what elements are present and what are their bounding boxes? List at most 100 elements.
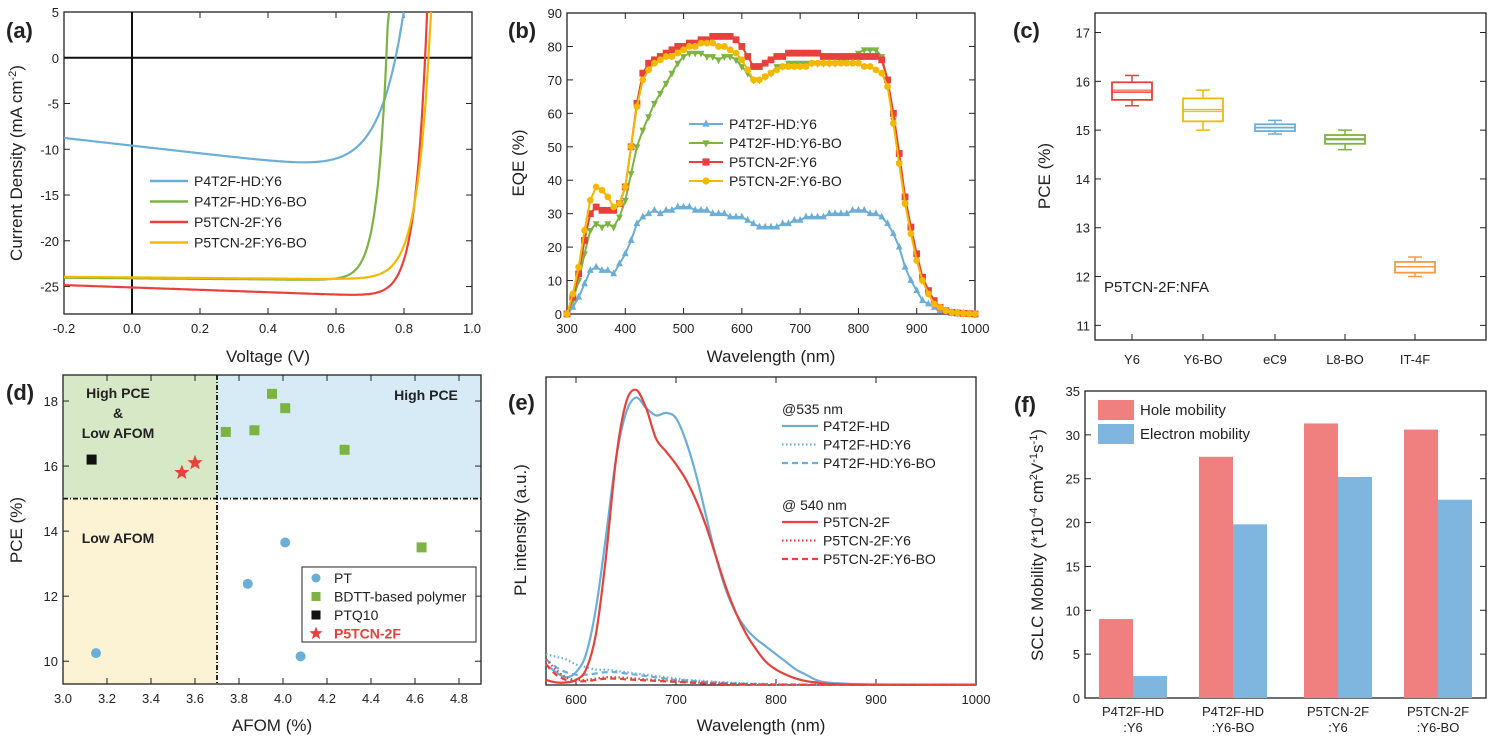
b-point-2-52 bbox=[866, 53, 874, 60]
b-point-0-6 bbox=[598, 266, 606, 273]
f-legend-swatch-0 bbox=[1098, 400, 1134, 420]
b-point-0-59 bbox=[907, 276, 915, 283]
d-xtick-label-6: 4.2 bbox=[318, 691, 336, 706]
panel-a-jv-curves: (a) -0.2 0.0 0.2 0.4 0.6 0.8 1.050-5-10-15-20-… bbox=[6, 5, 481, 366]
a-ytick-label-1: 0 bbox=[52, 51, 59, 66]
b-point-0-48 bbox=[843, 209, 851, 217]
b-point-2-46 bbox=[831, 53, 839, 60]
b-point-3-18 bbox=[668, 53, 676, 60]
b-point-0-30 bbox=[738, 212, 746, 220]
panel-d-zone-label-top-right: High PCE bbox=[394, 387, 458, 403]
a-xtick-label-0: -0.2 bbox=[53, 321, 75, 336]
panel-d-zone-label-high-pce: High PCE bbox=[86, 385, 150, 401]
panel-d-zone-label-low-afom: Low AFOM bbox=[82, 425, 155, 441]
d-point-3-1 bbox=[187, 454, 203, 470]
panel-a-ticks: -0.2 0.0 0.2 0.4 0.6 0.8 1.0 5 0 -5 -10 -15 -20 -25 bbox=[40, 5, 481, 336]
e-legend-header-1: @ 540 nm bbox=[782, 497, 847, 513]
f-xtick-label-line2-1: :Y6-BO bbox=[1212, 720, 1255, 735]
b-point-3-70 bbox=[971, 310, 979, 318]
panel-f-y-axis-label: SCLC Mobility (*10-4 cm2V-1s-1) bbox=[1028, 429, 1047, 661]
b-point-3-41 bbox=[802, 63, 810, 70]
b-point-3-50 bbox=[855, 59, 862, 67]
b-point-0-4 bbox=[586, 266, 594, 273]
b-ytick-label-4: 40 bbox=[548, 173, 562, 188]
b-point-3-3 bbox=[581, 226, 588, 234]
b-point-3-8 bbox=[610, 203, 618, 211]
b-point-3-12 bbox=[633, 103, 641, 111]
panel-d-ticks: 3.0 3.2 3.4 3.6 3.8 4.0 4.2 4.4 4.6 4.8 10 12 14 16 18 bbox=[44, 375, 481, 706]
a-ytick-label-6: -25 bbox=[40, 280, 59, 295]
b-point-3-59 bbox=[907, 230, 915, 238]
c-ytick-label-6: 17 bbox=[1076, 26, 1090, 41]
f-ytick-label-0: 0 bbox=[1073, 691, 1080, 706]
panel-f-label: (f) bbox=[1014, 392, 1036, 417]
b-point-0-58 bbox=[901, 262, 909, 270]
b-point-3-58 bbox=[901, 200, 909, 208]
b-point-3-5 bbox=[592, 183, 600, 191]
b-point-3-24 bbox=[703, 39, 711, 47]
b-point-2-57 bbox=[895, 150, 903, 157]
b-point-3-34 bbox=[761, 73, 769, 80]
b-point-3-25 bbox=[709, 39, 717, 47]
b-point-0-10 bbox=[621, 249, 629, 257]
b-point-1-6 bbox=[598, 224, 606, 232]
panel-b-y-axis-label: EQE (%) bbox=[509, 129, 528, 196]
b-point-0-18 bbox=[668, 205, 676, 213]
d-legend-label-3: P5TCN-2F bbox=[334, 626, 401, 642]
b-point-2-43 bbox=[814, 49, 822, 57]
f-legend-label-0: Hole mobility bbox=[1140, 402, 1226, 419]
b-point-0-49 bbox=[849, 205, 856, 213]
b-point-2-3 bbox=[581, 237, 588, 244]
panel-f-frame bbox=[1084, 390, 1487, 699]
panel-a-y-axis-label: Current Density (mA cm-2) bbox=[7, 65, 26, 261]
c-xtick-label-3: L8-BO bbox=[1326, 352, 1364, 367]
a-xtick-label-3: 0.4 bbox=[259, 321, 277, 336]
b-point-3-49 bbox=[849, 59, 856, 67]
b-point-0-47 bbox=[837, 209, 845, 217]
f-ytick-label-6: 30 bbox=[1066, 428, 1080, 443]
c-xtick-label-0: Y6 bbox=[1124, 352, 1140, 367]
b-point-1-21 bbox=[686, 50, 693, 58]
b-point-2-49 bbox=[849, 53, 856, 60]
d-point-1-4 bbox=[339, 444, 350, 455]
d-ytick-label-1: 12 bbox=[44, 589, 58, 604]
b-point-2-38 bbox=[785, 49, 792, 57]
b-point-3-47 bbox=[837, 59, 845, 67]
b-point-0-2 bbox=[575, 292, 583, 300]
c-box-rect-0 bbox=[1111, 81, 1153, 101]
b-point-0-51 bbox=[860, 205, 868, 213]
panel-e-pl: (e) 600 700 800 900 1000 Wavelength (nm) PL … bbox=[508, 376, 990, 735]
b-point-0-1 bbox=[569, 302, 577, 310]
b-point-1-25 bbox=[709, 54, 717, 61]
d-legend-marker-0 bbox=[311, 573, 321, 583]
b-point-0-27 bbox=[720, 209, 728, 217]
d-legend-box bbox=[301, 566, 477, 643]
b-point-2-39 bbox=[790, 49, 798, 57]
d-point-0-3 bbox=[295, 651, 306, 662]
b-point-3-45 bbox=[825, 59, 833, 67]
b-point-2-51 bbox=[860, 53, 868, 60]
b-point-1-26 bbox=[715, 57, 722, 65]
d-point-0-0 bbox=[91, 648, 101, 659]
b-point-1-5 bbox=[592, 221, 600, 229]
b-point-1-23 bbox=[697, 50, 705, 58]
f-ytick-label-5: 25 bbox=[1066, 472, 1080, 487]
b-point-0-17 bbox=[662, 205, 670, 213]
d-xtick-label-1: 3.2 bbox=[98, 691, 116, 706]
b-ytick-label-1: 10 bbox=[548, 274, 562, 289]
b-xtick-label-4: 700 bbox=[789, 321, 811, 336]
b-point-2-28 bbox=[726, 33, 734, 40]
b-point-3-35 bbox=[767, 69, 775, 77]
b-point-2-48 bbox=[843, 53, 851, 60]
d-xtick-label-5: 4.0 bbox=[274, 691, 292, 706]
b-point-0-50 bbox=[855, 205, 862, 213]
e-legend-label-5: P5TCN-2F:Y6-BO bbox=[823, 551, 936, 567]
panel-a-legend: P4T2F-HD:Y6 P4T2F-HD:Y6-BO P5TCN-2F:Y6 P5TC… bbox=[150, 173, 307, 251]
b-point-0-34 bbox=[761, 222, 769, 230]
b-point-0-46 bbox=[831, 209, 839, 217]
panel-d-points bbox=[86, 388, 427, 662]
b-point-2-25 bbox=[709, 33, 717, 40]
b-point-0-19 bbox=[674, 202, 682, 210]
f-ytick-label-3: 15 bbox=[1066, 559, 1080, 574]
